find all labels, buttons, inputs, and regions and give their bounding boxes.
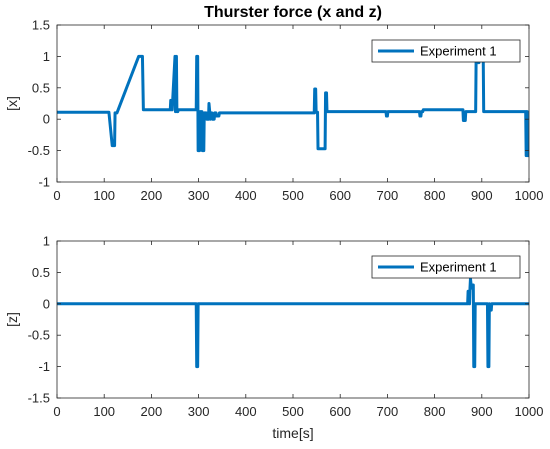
x-tick-label: 900 (471, 404, 493, 419)
y-tick-label: 1 (43, 49, 50, 64)
x-tick-label: 300 (188, 188, 210, 203)
x-tick-label: 400 (235, 188, 257, 203)
y-tick-label: -0.5 (28, 328, 50, 343)
x-tick-label: 0 (53, 404, 60, 419)
x-tick-label: 100 (93, 404, 115, 419)
y-axis-label: [z] (4, 312, 20, 327)
x-tick-label: 500 (282, 188, 304, 203)
axes-z-force: 0 100 200 300 400 500 600 700 800 900 1000 -1.5 -1 -0… (4, 234, 543, 442)
y-tick-label: 0 (43, 296, 50, 311)
x-tick-label: 1000 (515, 404, 544, 419)
x-tick-label: 700 (377, 404, 399, 419)
axes-x-force: 0 100 200 300 400 500 600 700 800 900 1000 -1 -0.5 0 0… (4, 4, 543, 203)
x-tick-label: 500 (282, 404, 304, 419)
x-tick-label: 900 (471, 188, 493, 203)
y-tick-label: -1 (38, 175, 50, 190)
y-tick-label: -0.5 (28, 143, 50, 158)
legend: Experiment 1 (371, 255, 521, 279)
x-tick-label: 200 (141, 188, 163, 203)
x-tick-label: 600 (329, 188, 351, 203)
legend: Experiment 1 (371, 39, 521, 63)
x-tick-label: 800 (424, 404, 446, 419)
y-tick-label: -1.5 (28, 391, 50, 406)
y-tick-label: 0.5 (32, 80, 50, 95)
x-tick-label: 300 (188, 404, 210, 419)
x-tick-label: 200 (141, 404, 163, 419)
legend-label: Experiment 1 (420, 260, 497, 275)
x-tick-label: 0 (53, 188, 60, 203)
legend-box (371, 255, 521, 279)
y-tick-label: 1 (43, 234, 50, 249)
x-tick-label: 700 (377, 188, 399, 203)
series-line-experiment-1 (57, 277, 529, 369)
y-axis-label: [x] (4, 96, 20, 111)
chart-title: Thurster force (x and z) (204, 4, 382, 21)
y-tick-label: 0.5 (32, 265, 50, 280)
x-axis-label: time[s] (272, 425, 313, 441)
y-tick-label: -1 (38, 359, 50, 374)
y-tick-label: 0 (43, 112, 50, 127)
series-line-experiment-1 (57, 54, 529, 158)
legend-box (371, 39, 521, 63)
x-tick-label: 800 (424, 188, 446, 203)
y-tick-label: 1.5 (32, 18, 50, 33)
x-tick-label: 400 (235, 404, 257, 419)
x-tick-label: 1000 (515, 188, 544, 203)
legend-label: Experiment 1 (420, 44, 497, 59)
x-tick-label: 600 (329, 404, 351, 419)
x-tick-label: 100 (93, 188, 115, 203)
